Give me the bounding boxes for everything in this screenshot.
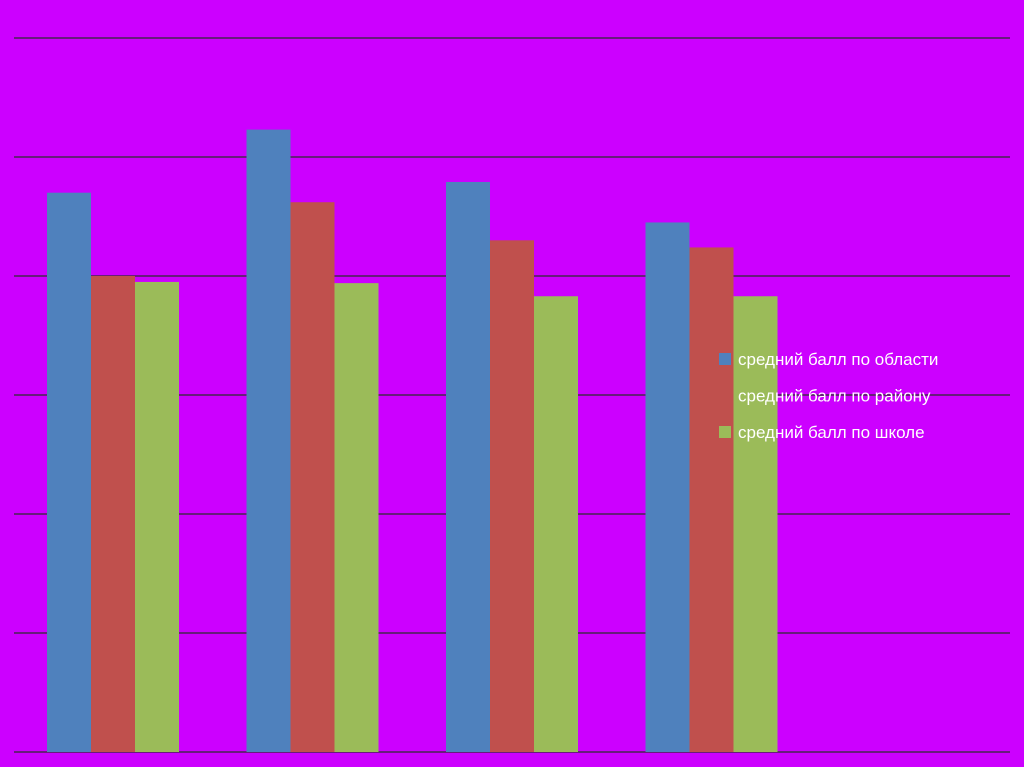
bar-series-1-group-4 — [645, 222, 690, 752]
legend-label-2: средний балл по району — [738, 387, 931, 406]
legend-swatch-1 — [719, 353, 731, 365]
legend-label-3: средний балл по школе — [738, 423, 925, 442]
bar-series-3-group-3 — [534, 296, 578, 752]
bar-series-1-group-3 — [446, 181, 490, 753]
legend-swatch-2 — [719, 389, 731, 402]
bar-series-2-group-1 — [91, 276, 135, 752]
bar-series-2-group-2 — [290, 202, 335, 753]
bar-series-1-group-2 — [246, 129, 291, 752]
bar-series-2-group-4 — [689, 247, 734, 752]
bar-series-1-group-1 — [47, 192, 91, 752]
bar-series-2-group-3 — [490, 240, 534, 753]
bar-series-3-group-4 — [733, 296, 778, 752]
bar-series-3-group-2 — [334, 283, 379, 752]
legend-label-1: средний балл по области — [738, 350, 938, 369]
legend-swatch-3 — [719, 426, 731, 438]
bar-series-3-group-1 — [135, 281, 179, 752]
legend: средний балл по области средний балл по р… — [719, 350, 938, 442]
bars — [47, 129, 778, 753]
